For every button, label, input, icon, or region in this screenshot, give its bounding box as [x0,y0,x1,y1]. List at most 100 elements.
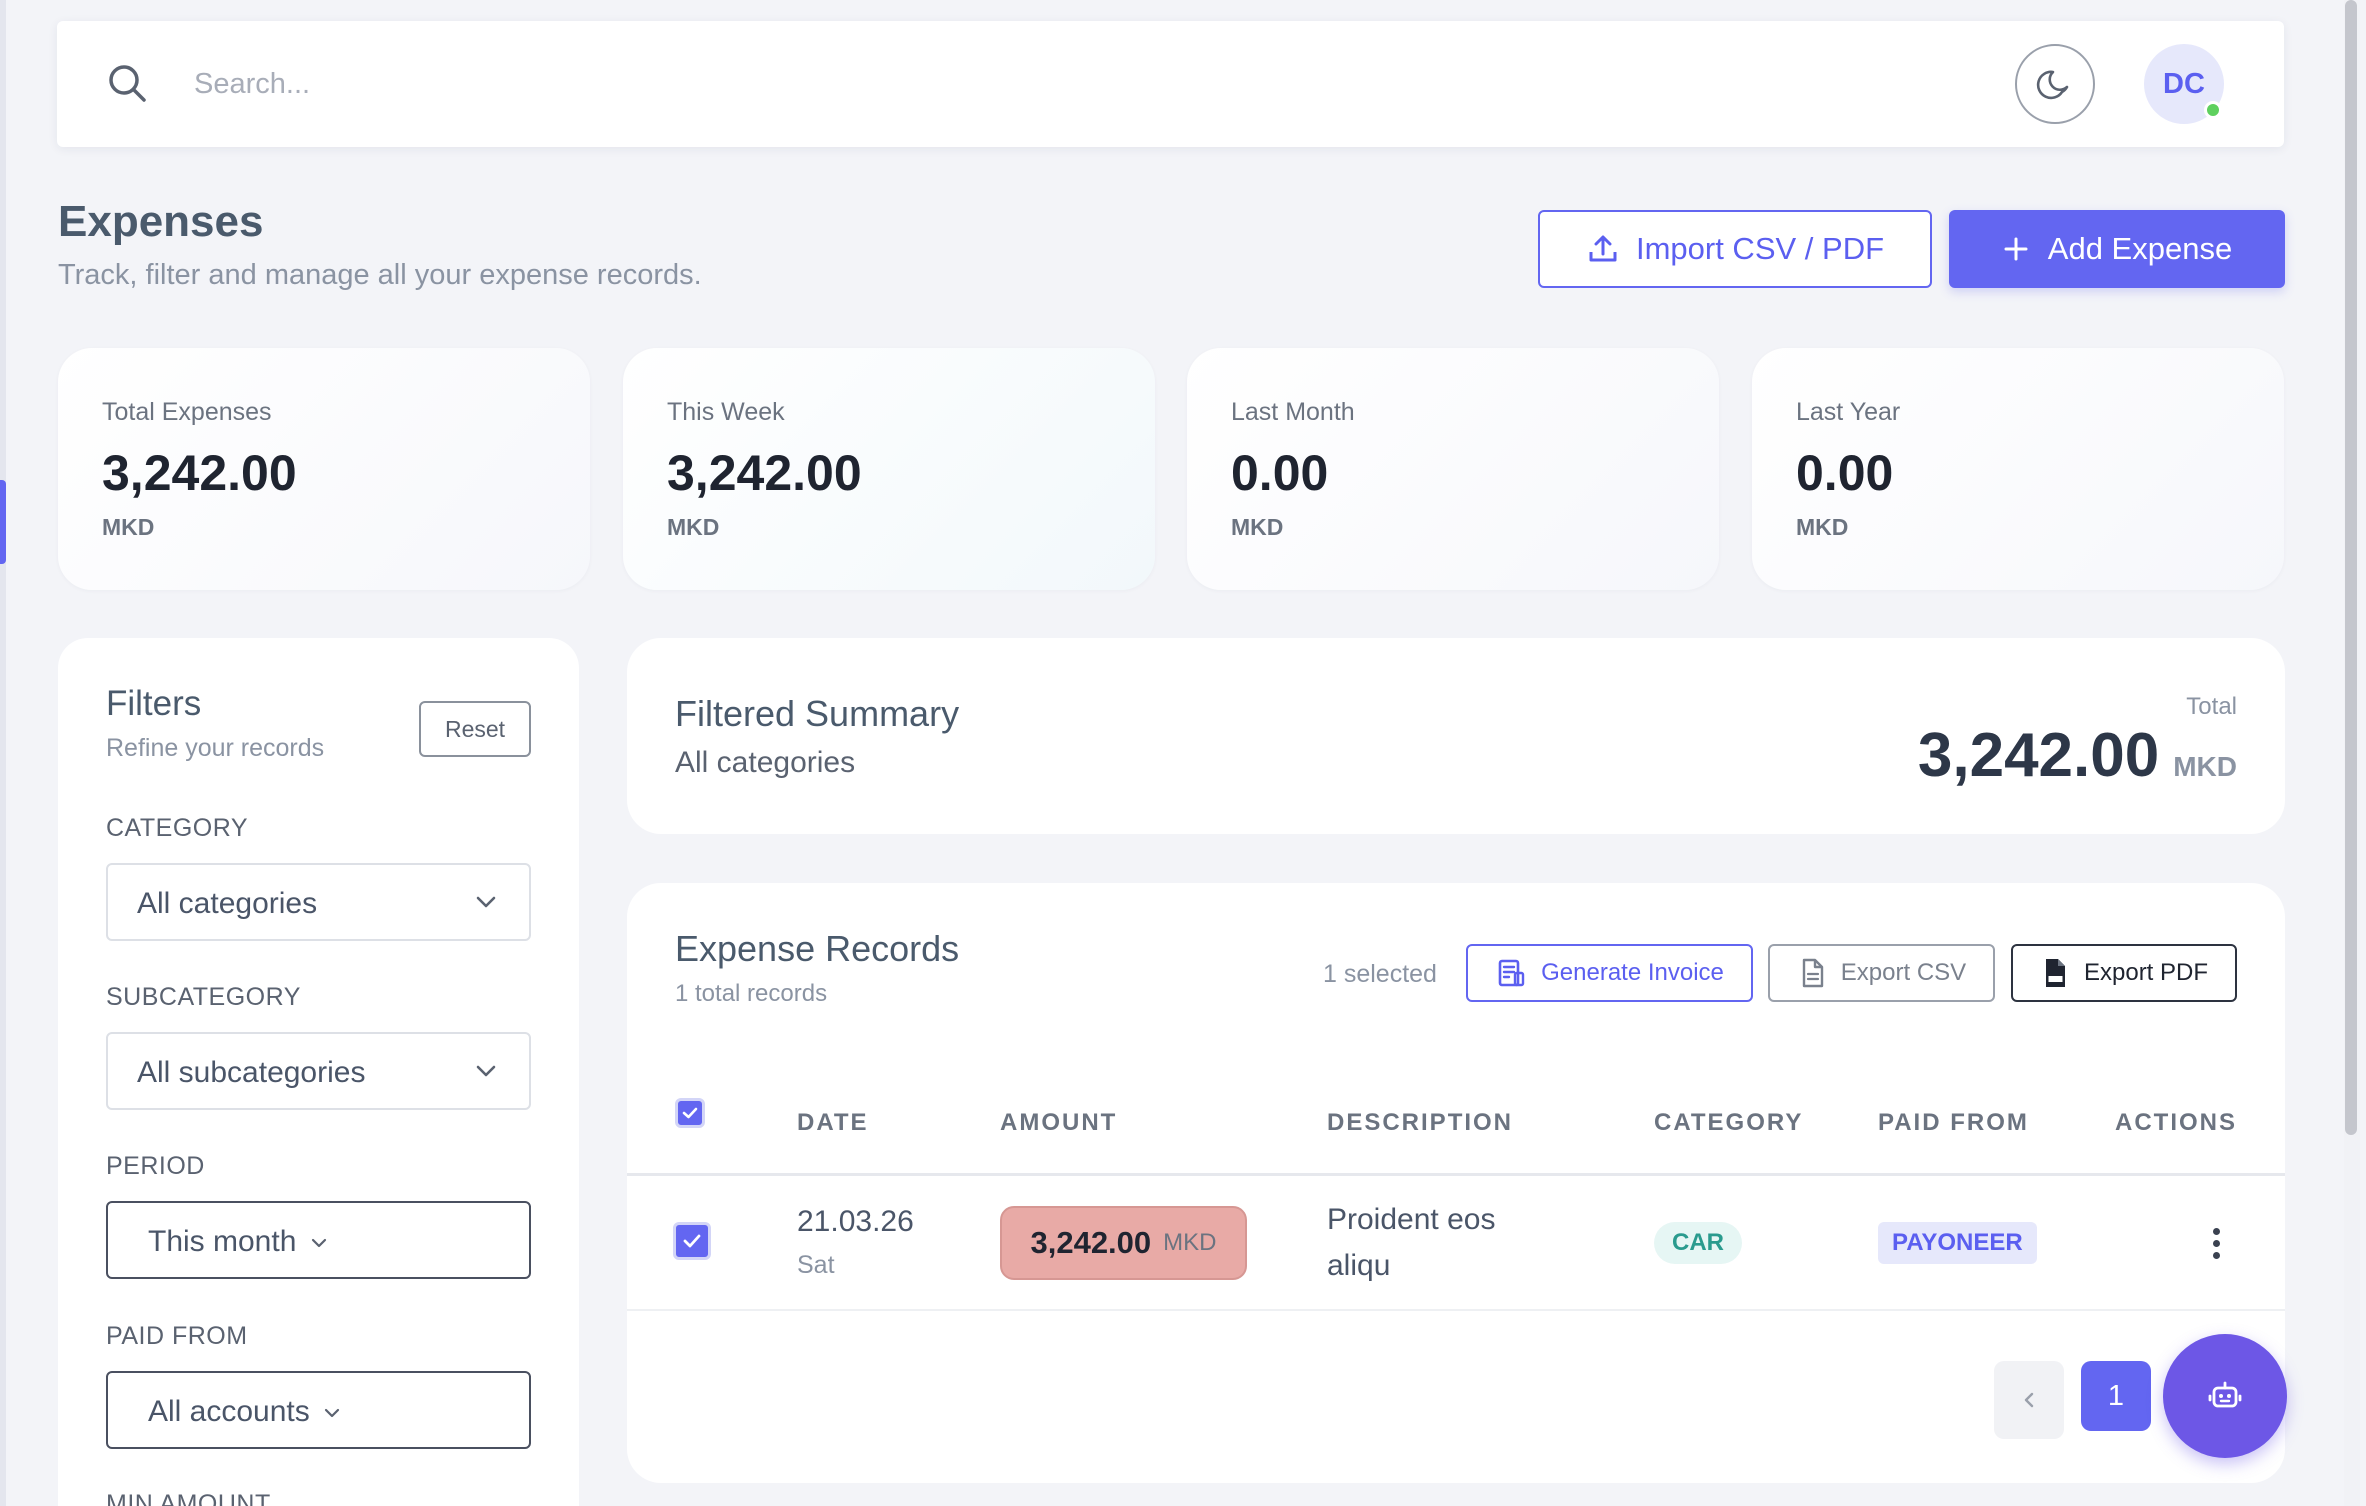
records-subtitle: 1 total records [675,980,828,1007]
page-subtitle: Track, filter and manage all your expens… [58,259,702,291]
summary-total-label: Total [2186,693,2237,720]
min-amount-filter-label: MIN AMOUNT [106,1490,271,1506]
filters-subtitle: Refine your records [106,734,325,762]
stat-label: Total Expenses [102,398,272,426]
row-checkbox[interactable] [673,1222,711,1260]
category-badge: CAR [1654,1222,1742,1264]
table-row-divider [627,1309,2285,1311]
subcategory-filter-label: SUBCATEGORY [106,983,301,1011]
expense-records-card: Expense Records 1 total records 1 select… [627,883,2285,1483]
search-input[interactable] [194,54,1894,114]
stat-currency: MKD [1796,514,1849,540]
stat-value: 3,242.00 [667,445,862,501]
avatar-initials: DC [2163,67,2205,100]
row-actions-menu-icon[interactable] [2201,1223,2231,1263]
filtered-summary-card: Filtered Summary All categories Total 3,… [627,638,2285,834]
period-select-value: This month [148,1225,329,1259]
reset-filters-button[interactable]: Reset [419,701,531,757]
invoice-icon [1498,959,1525,987]
stat-card-last-month: Last Month 0.00 MKD [1187,348,1719,590]
stat-label: Last Month [1231,398,1355,426]
chevron-down-icon [476,1065,496,1077]
export-csv-label: Export CSV [1840,959,1967,986]
column-header-category[interactable]: CATEGORY [1654,1109,1804,1136]
column-header-date[interactable]: DATE [797,1109,869,1136]
chevron-down-icon [324,1408,340,1418]
records-title: Expense Records [675,928,960,969]
checkmark-icon [682,1107,698,1119]
pagination-prev-button[interactable] [1994,1361,2064,1439]
filters-panel: Filters Refine your records Reset CATEGO… [58,638,579,1506]
subcategory-select[interactable]: All subcategories [106,1032,531,1110]
stat-value: 0.00 [1796,445,1894,501]
stat-label: This Week [667,398,785,426]
stat-currency: MKD [667,514,720,540]
chevron-left-icon [2024,1392,2034,1408]
checkmark-icon [683,1234,701,1248]
row-amount: 3,242.00 [1030,1225,1152,1260]
row-description: Proident eos aliqu [1327,1203,1496,1282]
user-avatar[interactable]: DC [2144,44,2224,124]
stat-card-this-week: This Week 3,242.00 MKD [623,348,1155,590]
table-header-divider [627,1173,2285,1176]
import-csv-pdf-button[interactable]: Import CSV / PDF [1538,210,1932,288]
column-header-paid-from[interactable]: PAID FROM [1878,1109,2029,1136]
stat-card-last-year: Last Year 0.00 MKD [1752,348,2284,590]
row-date: 21.03.26 [797,1205,914,1238]
pagination-page-button[interactable]: 1 [2081,1361,2151,1431]
summary-total: 3,242.00 MKD [1918,720,2237,791]
sidebar-active-marker [0,480,6,564]
selected-count: 1 selected [1323,960,1437,988]
moon-icon [2036,70,2069,100]
export-csv-button[interactable]: Export CSV [1768,944,1995,1002]
stat-card-total-expenses: Total Expenses 3,242.00 MKD [58,348,590,590]
export-pdf-button[interactable]: Export PDF [2011,944,2237,1002]
category-select[interactable]: All categories [106,863,531,941]
paid-from-filter-label: PAID FROM [106,1322,248,1350]
summary-title: Filtered Summary [675,693,960,734]
category-filter-label: CATEGORY [106,814,248,842]
import-label: Import CSV / PDF [1635,231,1885,266]
stat-currency: MKD [102,514,155,540]
theme-toggle-button[interactable] [2015,44,2095,124]
page-title: Expenses [58,197,264,246]
assistant-chat-button[interactable] [2163,1334,2287,1458]
stat-currency: MKD [1231,514,1284,540]
summary-total-currency: MKD [2173,751,2237,782]
add-expense-button[interactable]: Add Expense [1949,210,2285,288]
period-select[interactable]: This month [106,1201,531,1279]
stat-value: 0.00 [1231,445,1329,501]
plus-icon [2004,237,2028,261]
export-pdf-label: Export PDF [2083,959,2209,986]
sidebar-collapsed-edge [0,0,6,1506]
chevron-down-icon [311,1238,326,1248]
column-header-amount[interactable]: AMOUNT [1000,1109,1118,1136]
summary-subtitle: All categories [675,746,856,779]
category-select-value: All categories [137,887,318,920]
row-amount-pill: 3,242.00 MKD [1000,1206,1247,1280]
period-filter-label: PERIOD [106,1152,205,1180]
file-icon [1802,958,1823,988]
upload-icon [1589,235,1617,262]
pdf-icon [2045,959,2065,987]
paid-from-select[interactable]: All accounts [106,1371,531,1449]
top-bar: DC [57,21,2284,147]
column-header-actions: ACTIONS [2115,1109,2237,1136]
add-expense-label: Add Expense [2047,231,2233,266]
column-header-description[interactable]: DESCRIPTION [1327,1109,1514,1136]
stat-value: 3,242.00 [102,445,297,501]
paid-from-select-value: All accounts [148,1395,342,1429]
row-currency: MKD [1163,1229,1217,1256]
online-status-dot [2204,101,2222,119]
subcategory-select-value: All subcategories [137,1056,366,1089]
select-all-checkbox[interactable] [675,1098,705,1128]
scrollbar-thumb[interactable] [2345,0,2357,1135]
search-icon [109,65,146,102]
stat-label: Last Year [1796,398,1901,426]
paid-from-badge: PAYONEER [1878,1222,2037,1264]
chevron-down-icon [476,896,496,908]
generate-invoice-label: Generate Invoice [1541,959,1724,986]
generate-invoice-button[interactable]: Generate Invoice [1466,944,1753,1002]
filters-title: Filters [106,684,202,723]
row-day: Sat [797,1251,835,1279]
